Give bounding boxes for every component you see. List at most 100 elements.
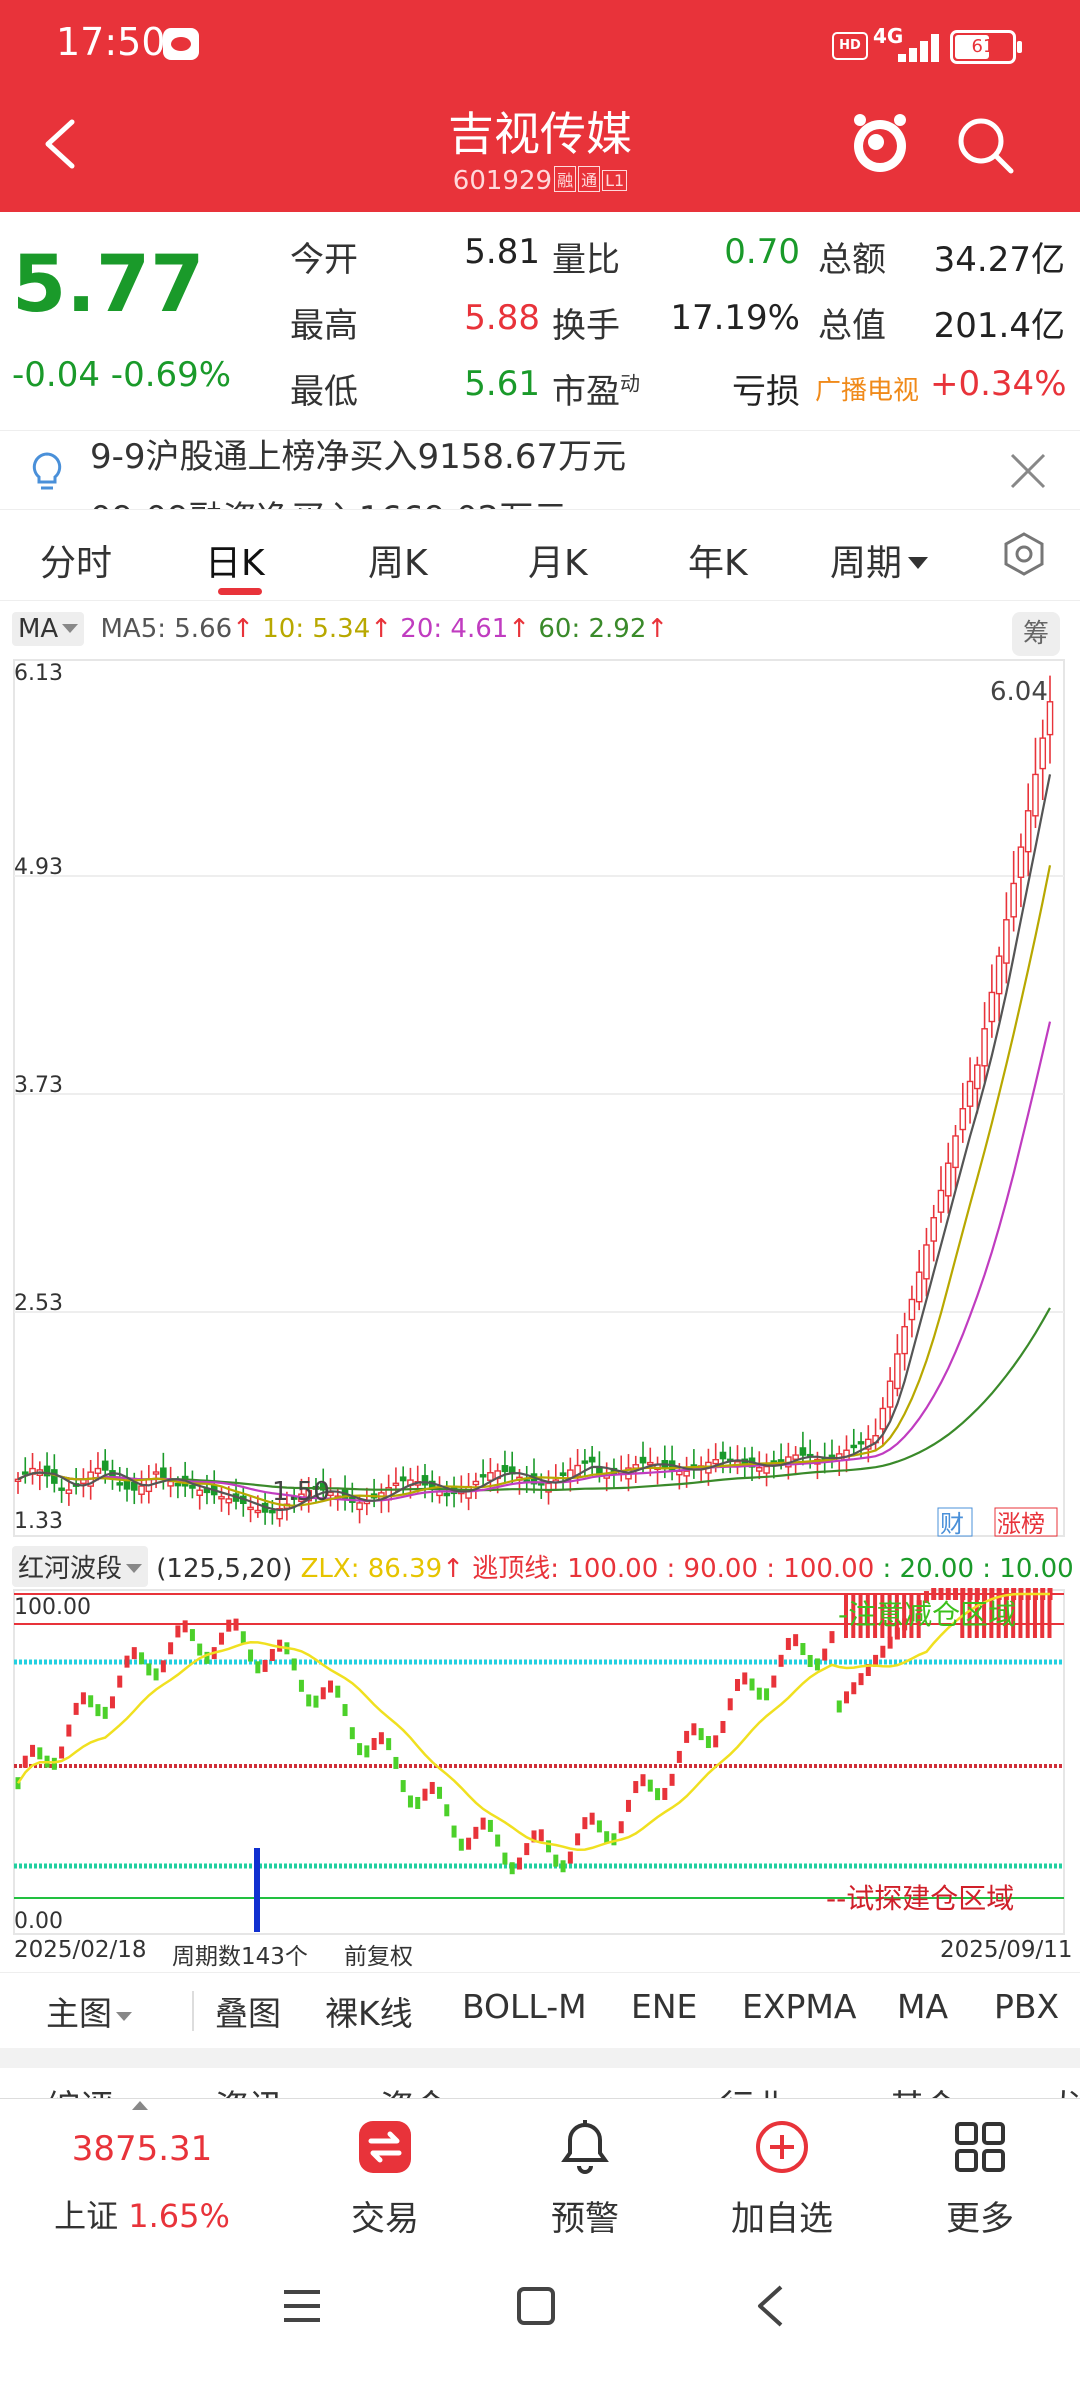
indicator-frame	[13, 1589, 1065, 1935]
mascot-icon[interactable]	[850, 110, 910, 176]
news-line-2[interactable]: 09-09融资净买入1669.02万元	[90, 491, 567, 509]
indicator-bar	[800, 1643, 806, 1656]
index-quote[interactable]: 3875.31 上证 1.65%	[42, 2099, 242, 2239]
indicator-bar	[262, 1659, 268, 1672]
tab-yearly-k[interactable]: 年K	[688, 543, 748, 584]
indicator-chart[interactable]: 100.00 0.00 -注意减仓区域 --试探建仓区域	[0, 1588, 1080, 1936]
change-percent: -0.69%	[110, 355, 232, 395]
tab-daily-k[interactable]: 日K	[205, 543, 265, 584]
tool-ma[interactable]: MA	[897, 1987, 949, 2026]
kline-chart[interactable]: 6.13 4.93 3.73 2.53 1.33 6.04 1.50 财 涨榜	[0, 656, 1080, 1538]
candle-body	[152, 1471, 160, 1475]
y-tick-label: 4.93	[14, 855, 63, 880]
tool-expma[interactable]: EXPMA	[742, 1987, 857, 2026]
peek-tab[interactable]: 资金	[380, 2080, 448, 2098]
nav-alert[interactable]: 预警	[485, 2099, 685, 2239]
candle-body	[588, 1456, 596, 1463]
nav-trade-label: 交易	[351, 2199, 419, 2239]
indicator-bar	[153, 1668, 159, 1681]
candle-body	[65, 1489, 73, 1495]
value-low: 5.61	[464, 364, 540, 404]
candle-body	[254, 1509, 262, 1514]
tool-boll-m[interactable]: BOLL-M	[462, 1987, 587, 2026]
line10-value: : 10.00	[982, 1554, 1074, 1584]
nav-trade[interactable]: 交易	[285, 2099, 485, 2239]
settings-hexagon-icon[interactable]	[1000, 530, 1048, 578]
indicator-bar	[560, 1860, 566, 1873]
candle-body	[327, 1491, 334, 1497]
up-arrow-icon: ↑	[442, 1554, 464, 1584]
news-ticker[interactable]: 9-9沪股通上榜净买入9158.67万元 09-09融资净买入1669.02万元	[0, 430, 1080, 510]
candle-body	[130, 1481, 138, 1491]
warning-bar	[1040, 1594, 1045, 1638]
news-line-1[interactable]: 9-9沪股通上榜净买入9158.67万元	[90, 437, 627, 477]
menu-icon[interactable]	[282, 2288, 322, 2324]
zlx-line	[16, 1592, 1050, 1852]
tool-pbx[interactable]: PBX	[994, 1987, 1060, 2026]
indicator-bar	[691, 1723, 697, 1736]
indicator-bar	[393, 1756, 399, 1769]
indicator-bar	[458, 1838, 464, 1851]
peek-tab[interactable]: 行业	[720, 2080, 788, 2098]
indicator-bar	[59, 1746, 65, 1759]
line20-value: : 20.00	[882, 1554, 974, 1584]
indicator-bar	[451, 1825, 457, 1838]
rank-badge[interactable]	[994, 1507, 1058, 1537]
warning-bar	[858, 1594, 863, 1638]
indicator-bar	[277, 1639, 283, 1652]
tool-main-chart[interactable]: 主图	[46, 1987, 132, 2035]
candle-body	[94, 1467, 102, 1474]
chips-button[interactable]: 筹	[1012, 612, 1060, 656]
finance-badge[interactable]	[937, 1507, 973, 1537]
indicator2-selector[interactable]: 红河波段	[12, 1546, 149, 1587]
tool-naked-k[interactable]: 裸K线	[325, 1994, 413, 2033]
peek-tab[interactable]: 基金	[890, 2080, 958, 2098]
status-time: 17:50	[56, 20, 166, 64]
indicator-bar	[320, 1687, 326, 1700]
tag-connect: 通	[578, 166, 601, 192]
warning-bar	[873, 1594, 878, 1638]
indicator-bar	[713, 1735, 719, 1748]
value-high: 5.88	[464, 298, 540, 338]
close-icon[interactable]	[1008, 451, 1048, 491]
tool-ene[interactable]: ENE	[631, 1987, 698, 2026]
tab-monthly-k[interactable]: 月K	[528, 543, 588, 584]
nav-add-watchlist[interactable]: 加自选	[682, 2099, 882, 2239]
indicator-bar	[473, 1826, 479, 1839]
chart-tools: 主图 叠图 裸K线 BOLL-M ENE EXPMA MA PBX	[0, 1972, 1080, 2049]
home-icon[interactable]	[516, 2286, 556, 2326]
adjust-mode[interactable]: 前复权	[344, 1944, 413, 1970]
indicator-bar	[538, 1829, 544, 1842]
sector-name[interactable]: 广播电视	[815, 376, 920, 406]
tab-intraday[interactable]: 分时	[40, 543, 113, 584]
tab-weekly-k[interactable]: 周K	[368, 543, 428, 584]
label-turnover-rate: 换手	[552, 306, 620, 346]
candle-body	[225, 1498, 233, 1504]
tab-period[interactable]: 周期	[830, 534, 929, 586]
peek-tab[interactable]: 龙	[1050, 2080, 1080, 2098]
index-value: 3875.31	[71, 2129, 213, 2169]
bottom-nav: 3875.31 上证 1.65% 交易 预警 加自选 更多	[0, 2098, 1080, 2239]
indicator-bar	[371, 1737, 377, 1750]
tool-overlay[interactable]: 叠图	[215, 1994, 281, 2033]
indicator-selector[interactable]: MA	[12, 612, 85, 646]
back-icon[interactable]	[755, 2284, 785, 2328]
peek-tab[interactable]: 资讯	[215, 2080, 283, 2098]
indicator-bar	[793, 1634, 799, 1647]
indicator-params: (125,5,20)	[156, 1554, 293, 1584]
peek-tab[interactable]: 综评	[46, 2080, 114, 2098]
indicator-bar	[923, 1591, 929, 1604]
period-count: 周期数143个	[172, 1944, 308, 1970]
indicator-bar	[611, 1833, 617, 1846]
nav-more[interactable]: 更多	[880, 2099, 1080, 2239]
indicator-bar	[80, 1692, 86, 1705]
stock-code: 601929	[452, 166, 553, 196]
search-icon[interactable]	[955, 115, 1015, 175]
signal-icon	[880, 30, 940, 62]
chevron-down-icon	[126, 1564, 143, 1573]
indicator-bar	[953, 1588, 959, 1600]
sector-change: +0.34%	[930, 364, 1067, 404]
candle-body	[974, 1064, 981, 1090]
candle-body	[639, 1456, 647, 1464]
back-arrow-icon[interactable]	[40, 118, 80, 170]
